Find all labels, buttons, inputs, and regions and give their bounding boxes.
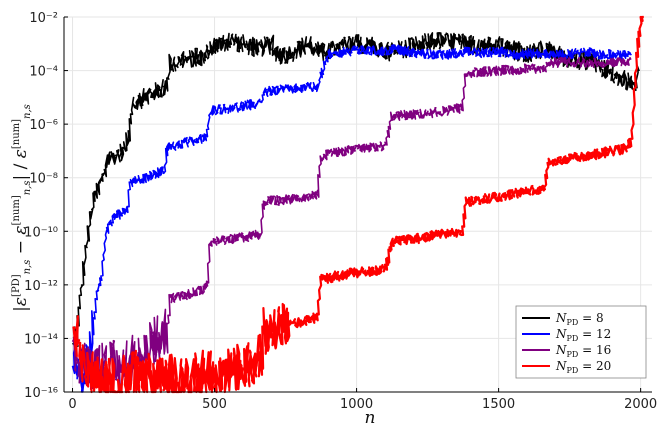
series-line [72,15,644,394]
y-axis-label: |ε[PD]n,s − ε[num]n,s| / ε[num]n,s [11,104,33,312]
y-tick-label: 10⁻⁶ [29,118,58,133]
svg-text:|ε[PD]n,s − ε[num]n,s| / ε[num: |ε[PD]n,s − ε[num]n,s| / ε[num]n,s [11,104,33,312]
series-line [71,56,632,390]
legend-label: NPD = 16 [555,343,611,359]
legend-label: NPD = 20 [555,359,611,375]
axes [63,16,652,393]
y-tick-label: 10⁻⁸ [29,172,58,187]
legend-label: NPD = 12 [555,327,611,343]
x-tick-label: 500 [202,397,227,412]
y-tick-label: 10⁻⁴ [29,65,58,80]
tick-labels: 0 500 1000 1500 2000 10⁻¹⁶ 10⁻¹⁴ 10⁻¹² 10⁻¹⁰ 10⁻⁸… [24,11,657,412]
legend-label: NPD = 8 [555,311,604,327]
x-tick-label: 0 [68,397,76,412]
series-layer [71,15,644,394]
x-tick-label: 1500 [482,397,515,412]
y-tick-label: 10⁻¹⁶ [24,386,58,401]
x-tick-label: 1000 [340,397,373,412]
y-tick-label: 10⁻² [29,11,58,26]
y-tick-label: 10⁻¹⁴ [24,332,58,347]
y-tick-label: 10⁻¹⁰ [24,225,58,240]
x-tick-label: 2000 [624,397,657,412]
x-axis-label: n [365,408,376,428]
y-tick-label: 10⁻¹² [24,279,58,294]
series-line [71,44,632,393]
